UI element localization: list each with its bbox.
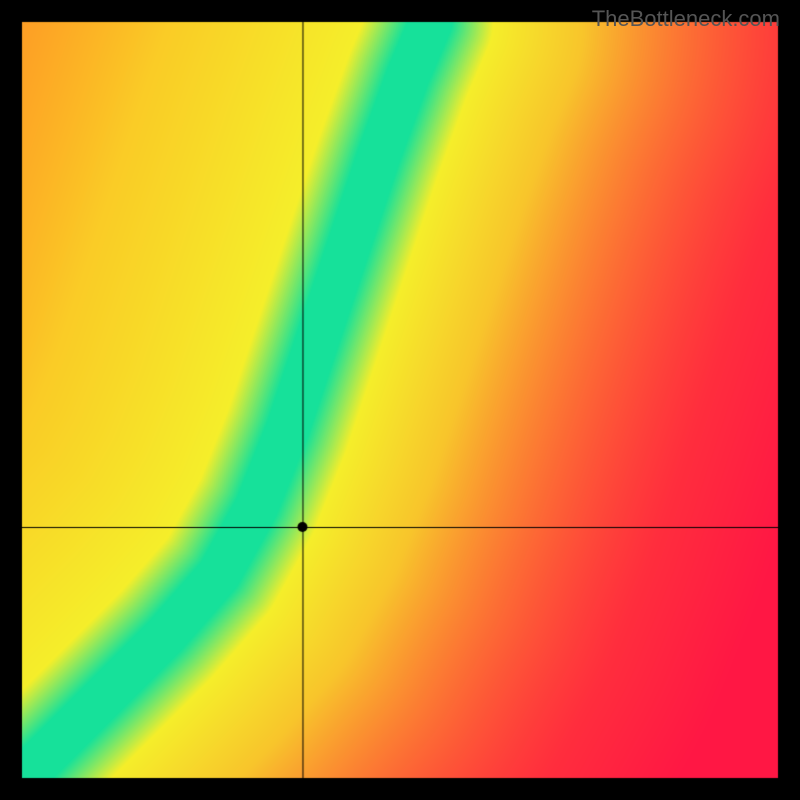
chart-container: TheBottleneck.com — [0, 0, 800, 800]
watermark-text: TheBottleneck.com — [592, 6, 780, 32]
heatmap-canvas — [0, 0, 800, 800]
